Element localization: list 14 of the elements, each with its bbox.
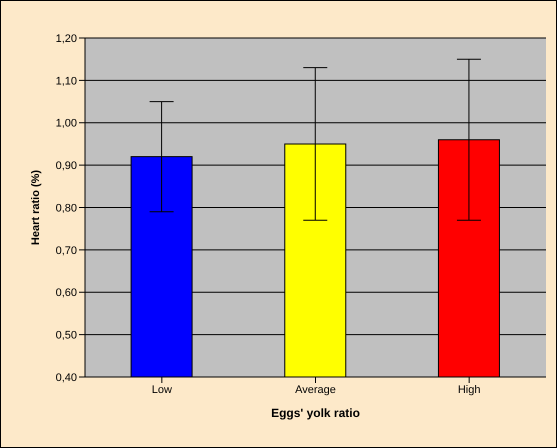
- x-axis-title: Eggs' yolk ratio: [271, 406, 360, 420]
- x-tick-label: Low: [152, 384, 172, 396]
- y-tick-label: 0,50: [56, 330, 77, 342]
- x-tick-label: Average: [295, 384, 336, 396]
- x-tick-label: High: [458, 384, 480, 396]
- y-tick-label: 0,40: [56, 372, 77, 384]
- y-tick-label: 0,70: [56, 244, 77, 257]
- y-tick-label: 1,00: [56, 118, 77, 130]
- y-tick-label: 1,10: [56, 75, 77, 88]
- y-tick-label: 1,20: [56, 32, 77, 45]
- y-tick-label: 0,60: [56, 287, 77, 300]
- y-tick-label: 0,90: [56, 160, 77, 172]
- y-tick-label: 0,80: [56, 202, 77, 214]
- y-axis-title: Heart ratio (%): [30, 170, 42, 246]
